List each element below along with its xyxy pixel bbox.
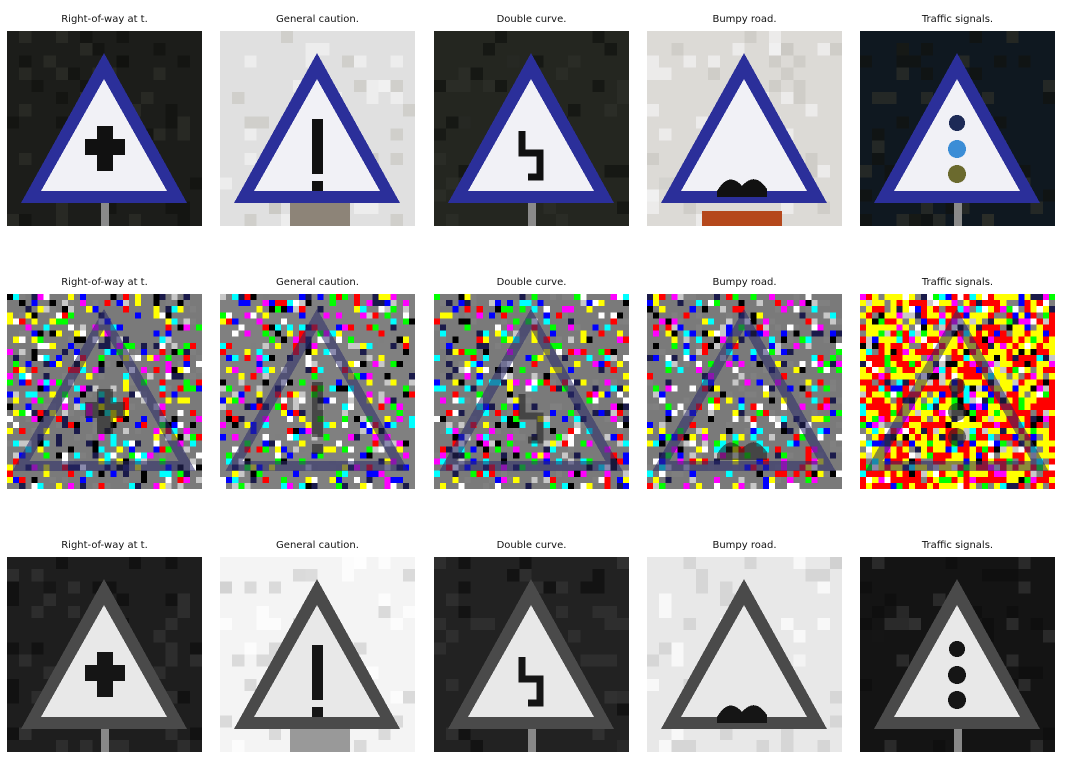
double-curve-sign-image xyxy=(434,557,629,752)
panel-title: Bumpy road. xyxy=(712,277,777,288)
panel-title: Double curve. xyxy=(496,277,567,288)
bumpy-road-sign-image xyxy=(647,294,842,489)
panel-title: Traffic signals. xyxy=(921,277,994,288)
panel-title: Right-of-way at t. xyxy=(61,14,148,25)
double-curve-icon xyxy=(434,557,629,752)
panel-title: Double curve. xyxy=(496,540,567,551)
bumpy-road-sign-image xyxy=(647,557,842,752)
double-curve-sign-image xyxy=(434,31,629,226)
exclamation-sign-image xyxy=(220,557,415,752)
traffic-light-sign-image xyxy=(860,557,1055,752)
exclamation-icon xyxy=(220,31,415,226)
bumpy-road-icon xyxy=(647,557,842,752)
bumpy-road-sign-image xyxy=(647,31,842,226)
panel-title: Traffic signals. xyxy=(921,14,994,25)
double-curve-icon xyxy=(434,294,629,489)
traffic-light-icon xyxy=(860,31,1055,226)
panel-title: Bumpy road. xyxy=(712,540,777,551)
double-curve-icon xyxy=(434,31,629,226)
panel-title: Bumpy road. xyxy=(712,14,777,25)
right-of-way-icon xyxy=(7,294,202,489)
exclamation-icon xyxy=(220,294,415,489)
right-of-way-icon xyxy=(7,31,202,226)
right-of-way-sign-image xyxy=(7,294,202,489)
exclamation-sign-image xyxy=(220,294,415,489)
panel-title: Right-of-way at t. xyxy=(61,540,148,551)
right-of-way-icon xyxy=(7,557,202,752)
right-of-way-sign-image xyxy=(7,31,202,226)
bumpy-road-icon xyxy=(647,294,842,489)
panel-title: General caution. xyxy=(276,540,359,551)
double-curve-sign-image xyxy=(434,294,629,489)
panel-title: General caution. xyxy=(276,14,359,25)
panel-title: Double curve. xyxy=(496,14,567,25)
exclamation-icon xyxy=(220,557,415,752)
right-of-way-sign-image xyxy=(7,557,202,752)
bumpy-road-icon xyxy=(647,31,842,226)
traffic-light-icon xyxy=(860,294,1055,489)
traffic-light-sign-image xyxy=(860,294,1055,489)
panel-title: Traffic signals. xyxy=(921,540,994,551)
traffic-light-sign-image xyxy=(860,31,1055,226)
panel-title: Right-of-way at t. xyxy=(61,277,148,288)
exclamation-sign-image xyxy=(220,31,415,226)
panel-title: General caution. xyxy=(276,277,359,288)
traffic-light-icon xyxy=(860,557,1055,752)
